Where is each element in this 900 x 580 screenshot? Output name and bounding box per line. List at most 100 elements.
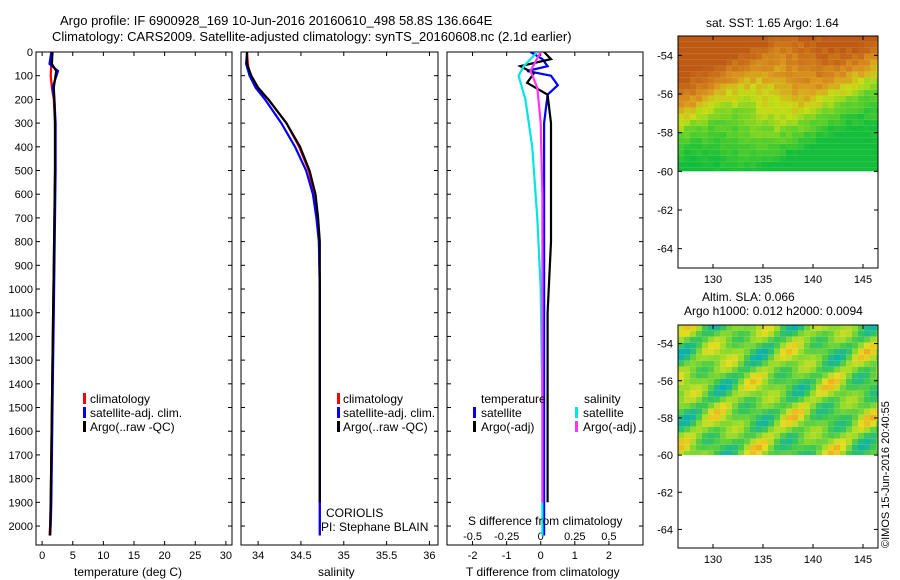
heatmap-cell <box>678 325 684 331</box>
heatmap-cell <box>678 421 684 427</box>
y-tick-label: 300 <box>15 118 33 130</box>
heatmap-cell <box>876 72 882 78</box>
heatmap-cell <box>768 433 774 439</box>
heatmap-cell <box>780 60 786 66</box>
heatmap-cell <box>732 433 738 439</box>
heatmap-cell <box>768 439 774 445</box>
heatmap-cell <box>762 373 768 379</box>
heatmap-cell <box>768 421 774 427</box>
heatmap-cell <box>714 391 720 397</box>
heatmap-cell <box>768 144 774 150</box>
heatmap-cell <box>738 379 744 385</box>
heatmap-cell <box>846 48 852 54</box>
heatmap-cell <box>726 445 732 451</box>
heatmap-cell <box>768 445 774 451</box>
heatmap-cell <box>714 48 720 54</box>
heatmap-cell <box>678 331 684 337</box>
heatmap-cell <box>696 144 702 150</box>
legend-swatch-climatology <box>83 393 86 404</box>
heatmap-cell <box>786 343 792 349</box>
heatmap-cell <box>816 102 822 108</box>
heatmap-cell <box>798 144 804 150</box>
heatmap-cell <box>678 391 684 397</box>
heatmap-cell <box>786 331 792 337</box>
heatmap-cell <box>822 403 828 409</box>
heatmap-cell <box>810 42 816 48</box>
heatmap-cell <box>876 48 882 54</box>
heatmap-cell <box>774 361 780 367</box>
heatmap-cell <box>762 132 768 138</box>
heatmap-cell <box>756 78 762 84</box>
heatmap-cell <box>732 439 738 445</box>
heatmap-cell <box>690 331 696 337</box>
x-tick-label: 25 <box>189 550 201 562</box>
heatmap-cell <box>768 415 774 421</box>
sla-map-title-1: Altim. SLA: 0.066 <box>702 290 795 304</box>
heatmap-cell <box>702 162 708 168</box>
heatmap-cell <box>708 138 714 144</box>
heatmap-cell <box>720 168 726 171</box>
heatmap-cell <box>804 391 810 397</box>
heatmap-cell <box>702 72 708 78</box>
heatmap-cell <box>774 66 780 72</box>
heatmap-cell <box>732 168 738 171</box>
heatmap-cell <box>846 108 852 114</box>
heatmap-cell <box>720 427 726 433</box>
heatmap-cell <box>864 162 870 168</box>
heatmap-cell <box>732 114 738 120</box>
heatmap-cell <box>810 96 816 102</box>
heatmap-cell <box>774 439 780 445</box>
heatmap-cell <box>798 343 804 349</box>
heatmap-cell <box>708 439 714 445</box>
heatmap-cell <box>804 337 810 343</box>
heatmap-cell <box>870 379 876 385</box>
heatmap-cell <box>870 397 876 403</box>
heatmap-cell <box>798 162 804 168</box>
heatmap-cell <box>750 54 756 60</box>
heatmap-cell <box>792 66 798 72</box>
heatmap-cell <box>732 90 738 96</box>
heatmap-cell <box>852 156 858 162</box>
heatmap-cell <box>738 150 744 156</box>
heatmap-cell <box>852 138 858 144</box>
heatmap-cell <box>846 433 852 439</box>
heatmap-cell <box>780 66 786 72</box>
heatmap-cell <box>810 415 816 421</box>
heatmap-cell <box>780 349 786 355</box>
heatmap-cell <box>756 361 762 367</box>
heatmap-cell <box>684 42 690 48</box>
heatmap-cell <box>858 331 864 337</box>
heatmap-cell <box>744 403 750 409</box>
heatmap-cell <box>726 114 732 120</box>
heatmap-cell <box>678 78 684 84</box>
heatmap-cell <box>714 433 720 439</box>
heatmap-cell <box>720 78 726 84</box>
heatmap-cell <box>816 48 822 54</box>
heatmap-cell <box>846 439 852 445</box>
heatmap-cell <box>708 66 714 72</box>
heatmap-cell <box>708 403 714 409</box>
heatmap-cell <box>678 120 684 126</box>
heatmap-cell <box>792 385 798 391</box>
heatmap-cell <box>858 120 864 126</box>
heatmap-cell <box>786 114 792 120</box>
heatmap-cell <box>678 150 684 156</box>
heatmap-cell <box>678 397 684 403</box>
heatmap-cell <box>738 138 744 144</box>
heatmap-cell <box>816 150 822 156</box>
heatmap-cell <box>810 126 816 132</box>
heatmap-cell <box>774 96 780 102</box>
heatmap-cell <box>708 361 714 367</box>
heatmap-cell <box>720 355 726 361</box>
heatmap-cell <box>876 168 882 171</box>
heatmap-cell <box>840 36 846 42</box>
heatmap-cell <box>810 439 816 445</box>
heatmap-cell <box>768 36 774 42</box>
heatmap-cell <box>816 391 822 397</box>
heatmap-cell <box>732 391 738 397</box>
heatmap-cell <box>726 54 732 60</box>
heatmap-cell <box>708 48 714 54</box>
heatmap-cell <box>726 397 732 403</box>
map-y-tick-label: -60 <box>657 166 673 178</box>
heatmap-cell <box>870 361 876 367</box>
